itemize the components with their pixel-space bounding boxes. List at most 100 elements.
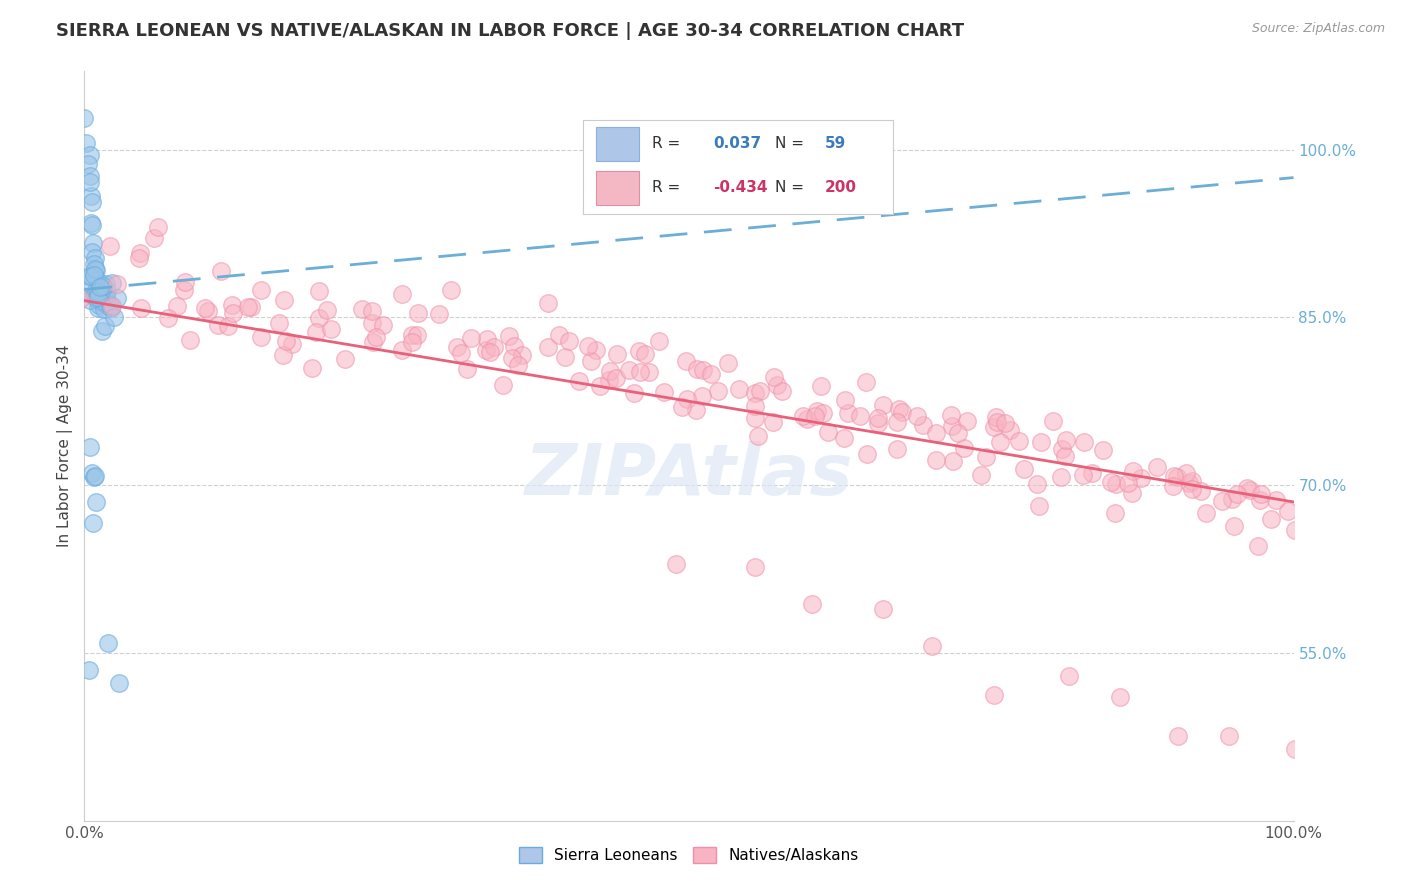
Point <box>75 136 97 151</box>
Point <box>675 392 697 406</box>
Point <box>1181 482 1204 496</box>
Point <box>100 299 122 313</box>
Point <box>1012 462 1035 476</box>
Point <box>209 264 232 278</box>
Point <box>648 334 671 348</box>
Point <box>129 245 152 260</box>
Point <box>217 319 239 334</box>
Point <box>94 295 117 310</box>
Point <box>80 189 103 203</box>
Point <box>700 367 723 381</box>
Point <box>79 663 101 677</box>
Point <box>79 169 101 183</box>
Point <box>1195 507 1218 521</box>
Point <box>83 268 105 283</box>
Point <box>707 384 730 398</box>
Point <box>94 289 117 303</box>
Point <box>905 409 928 423</box>
Point <box>238 300 260 314</box>
Point <box>301 360 323 375</box>
Point <box>1239 483 1261 498</box>
Point <box>335 351 357 366</box>
Point <box>849 409 872 424</box>
Point <box>1181 475 1204 489</box>
Point <box>941 419 963 434</box>
Point <box>1226 487 1249 501</box>
Point <box>1054 434 1077 448</box>
Point <box>90 293 112 308</box>
Point <box>685 403 707 417</box>
Point <box>269 316 291 330</box>
Point <box>1277 504 1299 518</box>
Point <box>91 293 114 308</box>
Point <box>80 269 103 284</box>
Point <box>316 303 339 318</box>
Point <box>832 431 855 445</box>
Point <box>1211 494 1233 508</box>
Point <box>598 373 620 387</box>
Point <box>1284 741 1306 756</box>
Point <box>79 440 101 454</box>
Point <box>599 364 621 378</box>
Point <box>77 156 100 170</box>
Point <box>84 291 107 305</box>
Point <box>80 216 103 230</box>
Point <box>1220 491 1243 506</box>
Point <box>82 516 104 530</box>
Point <box>1092 443 1115 458</box>
Point <box>479 345 502 359</box>
Point <box>717 356 740 370</box>
Point <box>361 334 384 349</box>
Point <box>956 414 979 428</box>
Point <box>983 419 1005 434</box>
Point <box>408 306 430 320</box>
Point <box>93 290 115 304</box>
Point <box>837 406 859 420</box>
Point <box>83 470 105 484</box>
Point <box>925 453 948 467</box>
Point <box>1284 523 1306 537</box>
Point <box>250 283 273 297</box>
Point <box>239 300 262 314</box>
Point <box>271 348 294 362</box>
Point <box>83 257 105 271</box>
Point <box>143 231 166 245</box>
Point <box>747 428 769 442</box>
Point <box>84 495 107 509</box>
Point <box>803 409 825 423</box>
Point <box>503 339 526 353</box>
Point <box>128 252 150 266</box>
Point <box>460 331 482 345</box>
Point <box>1057 668 1080 682</box>
Point <box>665 558 688 572</box>
Text: -0.434: -0.434 <box>713 180 768 195</box>
Point <box>321 322 343 336</box>
Point <box>91 292 114 306</box>
Point <box>308 284 330 298</box>
Point <box>79 175 101 189</box>
Point <box>1222 519 1244 533</box>
Point <box>763 370 786 384</box>
Point <box>1247 539 1270 553</box>
Point <box>1026 476 1049 491</box>
Point <box>801 597 824 611</box>
Point <box>889 402 911 417</box>
Point <box>1108 690 1130 704</box>
Point <box>105 277 128 291</box>
Point <box>671 401 693 415</box>
Point <box>91 324 114 338</box>
Point <box>617 363 640 377</box>
Point <box>87 301 110 316</box>
Point <box>623 386 645 401</box>
Point <box>105 291 128 305</box>
Point <box>634 347 657 361</box>
Point <box>89 298 111 312</box>
Point <box>925 426 948 441</box>
Point <box>1042 413 1064 427</box>
Point <box>872 601 894 615</box>
Point <box>1167 729 1189 743</box>
Point <box>1146 460 1168 475</box>
Point <box>762 415 785 429</box>
Point <box>686 362 709 376</box>
Point <box>1122 464 1144 478</box>
